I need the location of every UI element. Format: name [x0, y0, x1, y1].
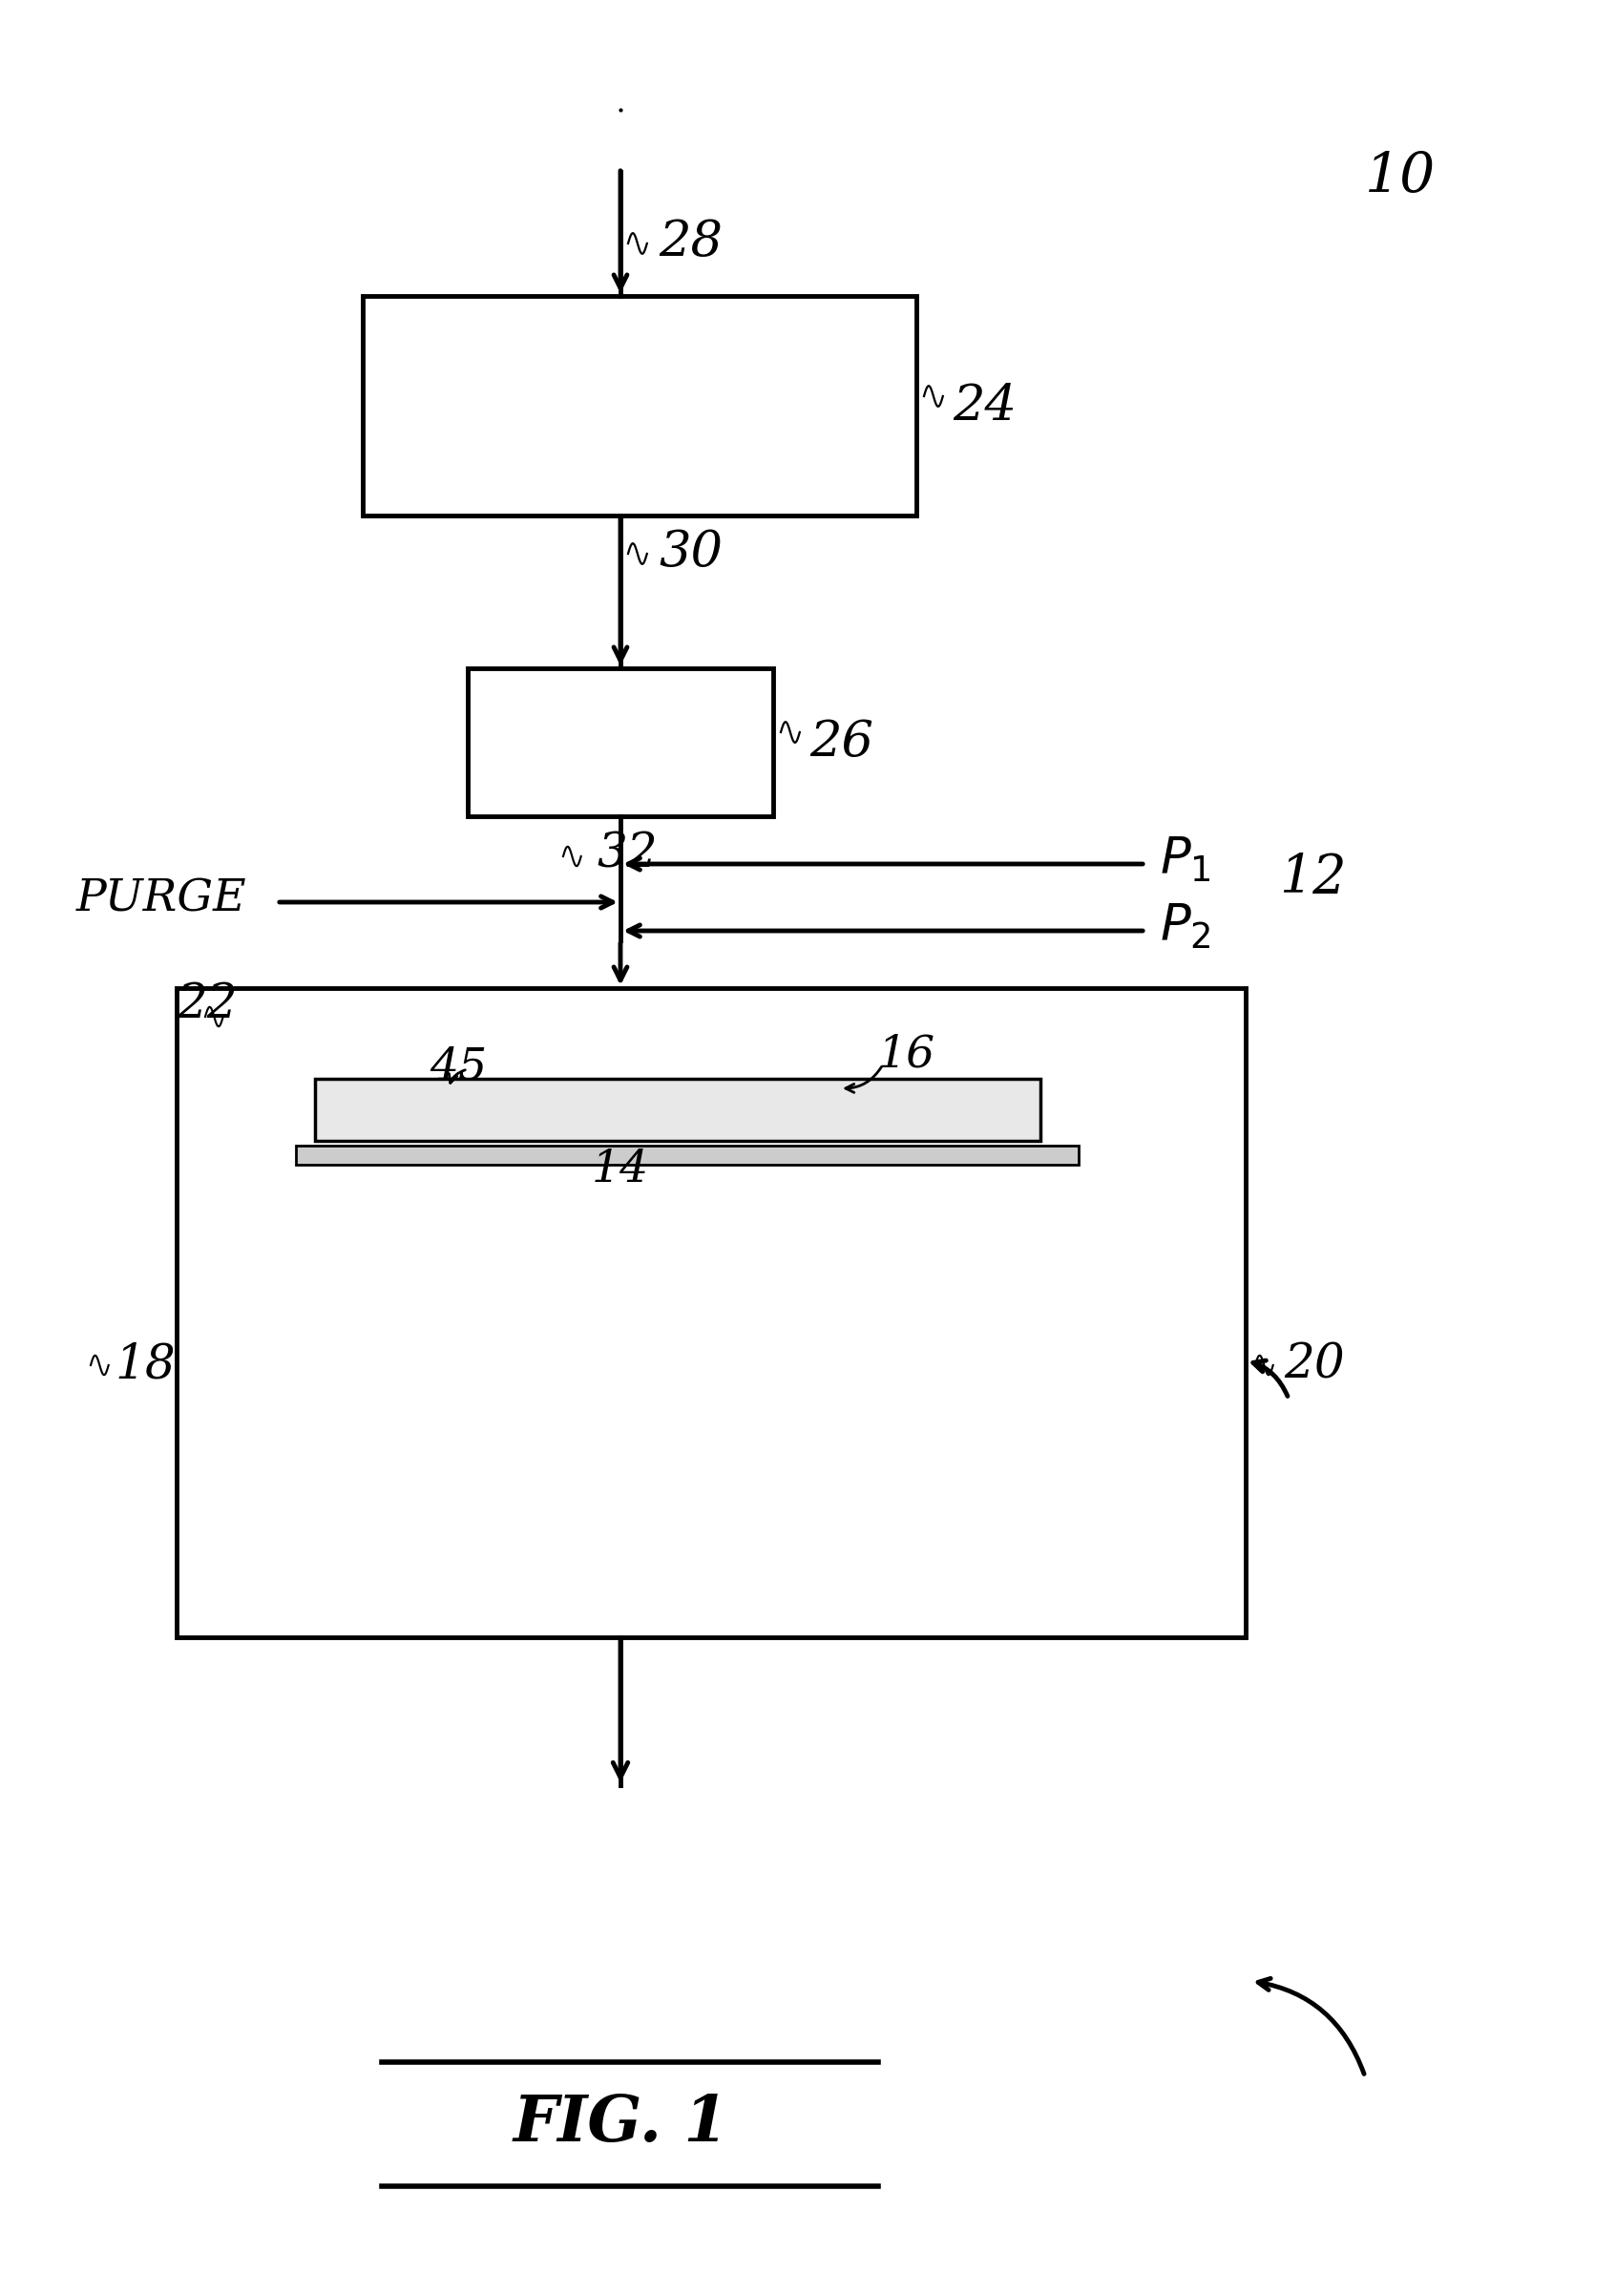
- Text: 24: 24: [952, 381, 1016, 429]
- Text: 45: 45: [430, 1045, 486, 1088]
- Bar: [467, 668, 772, 817]
- Bar: [362, 296, 916, 517]
- Text: 10: 10: [1366, 149, 1437, 204]
- Text: FIG. 1: FIG. 1: [512, 2094, 729, 2156]
- Bar: [296, 1146, 1078, 1164]
- Text: 14: 14: [591, 1148, 650, 1192]
- Text: 28: 28: [659, 218, 722, 266]
- Text: 22: 22: [176, 980, 238, 1029]
- Bar: [176, 987, 1246, 1637]
- Text: PURGE: PURGE: [76, 877, 247, 921]
- Text: 26: 26: [810, 716, 873, 767]
- Text: 30: 30: [659, 528, 722, 576]
- Text: 16: 16: [877, 1033, 936, 1077]
- Text: 18: 18: [115, 1341, 176, 1389]
- Text: 12: 12: [1278, 852, 1346, 905]
- Text: 32: 32: [596, 831, 658, 877]
- Text: 20: 20: [1283, 1341, 1345, 1389]
- Bar: [315, 1079, 1041, 1141]
- Text: $P_2$: $P_2$: [1160, 902, 1210, 951]
- Text: $P_1$: $P_1$: [1160, 833, 1210, 884]
